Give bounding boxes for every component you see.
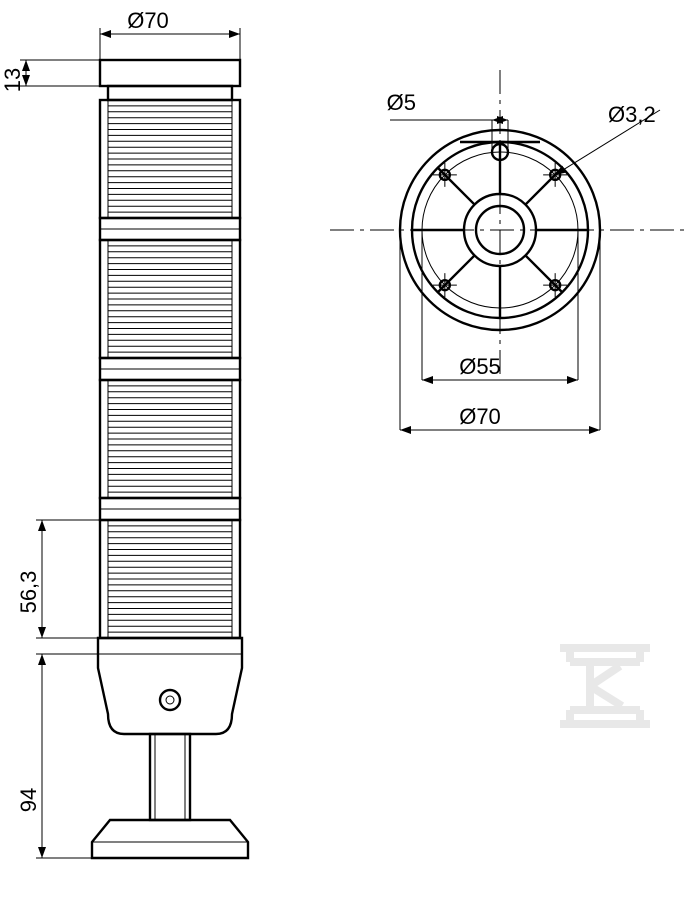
svg-text:Ø3,2: Ø3,2 xyxy=(608,102,656,127)
svg-text:94: 94 xyxy=(16,788,41,812)
front-elevation xyxy=(92,60,248,858)
svg-text:Ø55: Ø55 xyxy=(459,354,501,379)
svg-text:Ø5: Ø5 xyxy=(387,90,416,115)
svg-text:Ø70: Ø70 xyxy=(127,8,169,33)
svg-text:13: 13 xyxy=(0,68,25,92)
svg-text:Ø70: Ø70 xyxy=(459,404,501,429)
watermark xyxy=(560,648,650,724)
svg-text:56,3: 56,3 xyxy=(16,571,41,614)
